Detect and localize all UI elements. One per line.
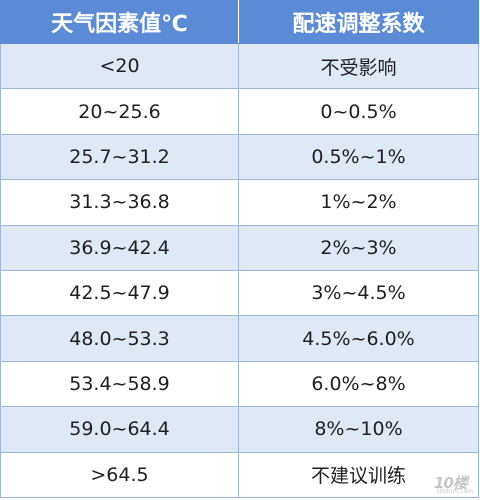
table-row: 31.3~36.8 1%~2% bbox=[0, 179, 479, 226]
table-row: 59.0~64.4 8%~10% bbox=[0, 406, 479, 453]
header-row: 天气因素值℃ 配速调整系数 bbox=[0, 0, 479, 44]
table-row: >64.5 不建议训练 bbox=[0, 451, 479, 499]
pace-coefficient-cell: 2%~3% bbox=[238, 224, 479, 271]
pace-coefficient-cell: 1%~2% bbox=[238, 179, 479, 226]
table-row: 25.7~31.2 0.5%~1% bbox=[0, 133, 479, 181]
pace-coefficient-cell: 3%~4.5% bbox=[238, 269, 479, 317]
watermark-logo-text: 10楼 bbox=[434, 474, 468, 492]
site-watermark: 10楼 10zhuti.com bbox=[434, 472, 474, 496]
weather-value-cell: 59.0~64.4 bbox=[0, 406, 239, 453]
pace-coefficient-cell: 0.5%~1% bbox=[238, 133, 479, 181]
weather-value-cell: 20~25.6 bbox=[0, 88, 239, 135]
table-row: 36.9~42.4 2%~3% bbox=[0, 224, 479, 271]
weather-value-cell: >64.5 bbox=[0, 451, 239, 499]
pace-coefficient-cell: 4.5%~6.0% bbox=[238, 315, 479, 362]
pace-coefficient-cell: 不建议训练 bbox=[238, 451, 479, 499]
header-weather-factor: 天气因素值℃ bbox=[0, 0, 239, 44]
table-row: <20 不受影响 bbox=[0, 42, 479, 90]
weather-value-cell: 31.3~36.8 bbox=[0, 179, 239, 226]
weather-value-cell: 48.0~53.3 bbox=[0, 315, 239, 362]
pace-coefficient-cell: 0~0.5% bbox=[238, 88, 479, 135]
watermark-url: 10zhuti.com bbox=[436, 488, 474, 495]
weather-value-cell: 53.4~58.9 bbox=[0, 360, 239, 408]
table-row: 42.5~47.9 3%~4.5% bbox=[0, 269, 479, 317]
header-pace-coefficient: 配速调整系数 bbox=[238, 0, 479, 44]
pace-coefficient-cell: 8%~10% bbox=[238, 406, 479, 453]
table-row: 48.0~53.3 4.5%~6.0% bbox=[0, 315, 479, 362]
table-row: 53.4~58.9 6.0%~8% bbox=[0, 360, 479, 408]
table-row: 20~25.6 0~0.5% bbox=[0, 88, 479, 135]
pace-coefficient-cell: 6.0%~8% bbox=[238, 360, 479, 408]
weather-value-cell: 25.7~31.2 bbox=[0, 133, 239, 181]
weather-value-cell: 36.9~42.4 bbox=[0, 224, 239, 271]
pace-coefficient-cell: 不受影响 bbox=[238, 42, 479, 90]
weather-value-cell: 42.5~47.9 bbox=[0, 269, 239, 317]
weather-value-cell: <20 bbox=[0, 42, 239, 90]
